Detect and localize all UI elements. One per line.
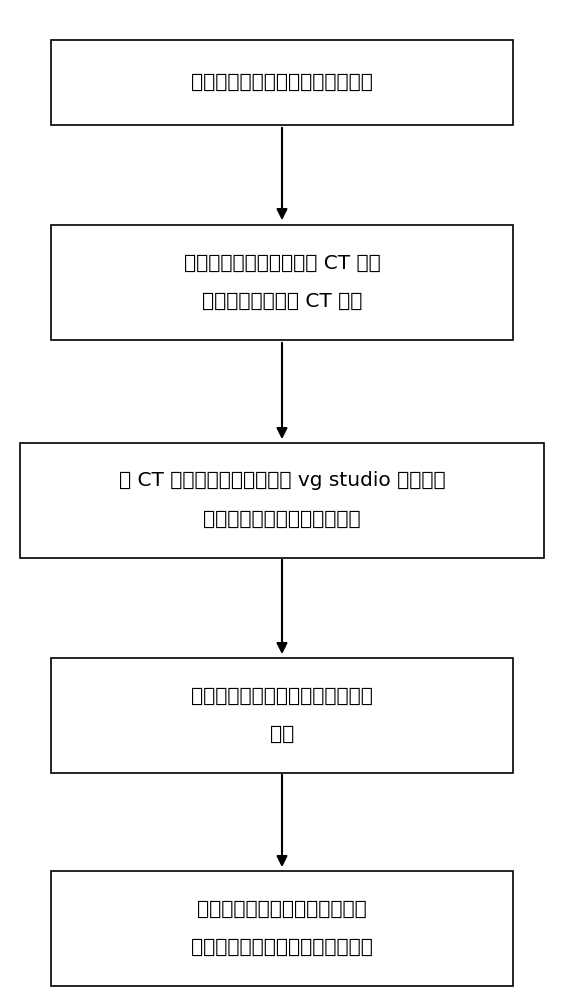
Text: 在镜头中心截面位置测量镜片厚: 在镜头中心截面位置测量镜片厚	[197, 900, 367, 918]
Text: 通过外轮廓面拟合，确定镜头中心: 通过外轮廓面拟合，确定镜头中心	[191, 686, 373, 706]
Text: 将待测镜头垂直固定在样品架中心: 将待测镜头垂直固定在样品架中心	[191, 73, 373, 92]
Text: 根据镜头特点选择合适的 CT 扫描: 根据镜头特点选择合适的 CT 扫描	[184, 253, 380, 272]
Text: 截面: 截面	[270, 724, 294, 744]
Text: 边界计算获取精确的轮廓边界: 边界计算获取精确的轮廓边界	[203, 510, 361, 528]
Bar	[51, 870, 513, 986]
Bar	[20, 442, 544, 558]
Text: 将 CT 扫描的切片图片导入到 vg studio 中，利用: 将 CT 扫描的切片图片导入到 vg studio 中，利用	[118, 472, 446, 490]
Bar	[51, 658, 513, 772]
Text: 度、空气间隙、光学有效径等数据: 度、空气间隙、光学有效径等数据	[191, 938, 373, 956]
Bar	[51, 225, 513, 340]
Text: 参数，获得最佳的 CT 图像: 参数，获得最佳的 CT 图像	[202, 292, 362, 310]
Bar	[51, 39, 513, 124]
